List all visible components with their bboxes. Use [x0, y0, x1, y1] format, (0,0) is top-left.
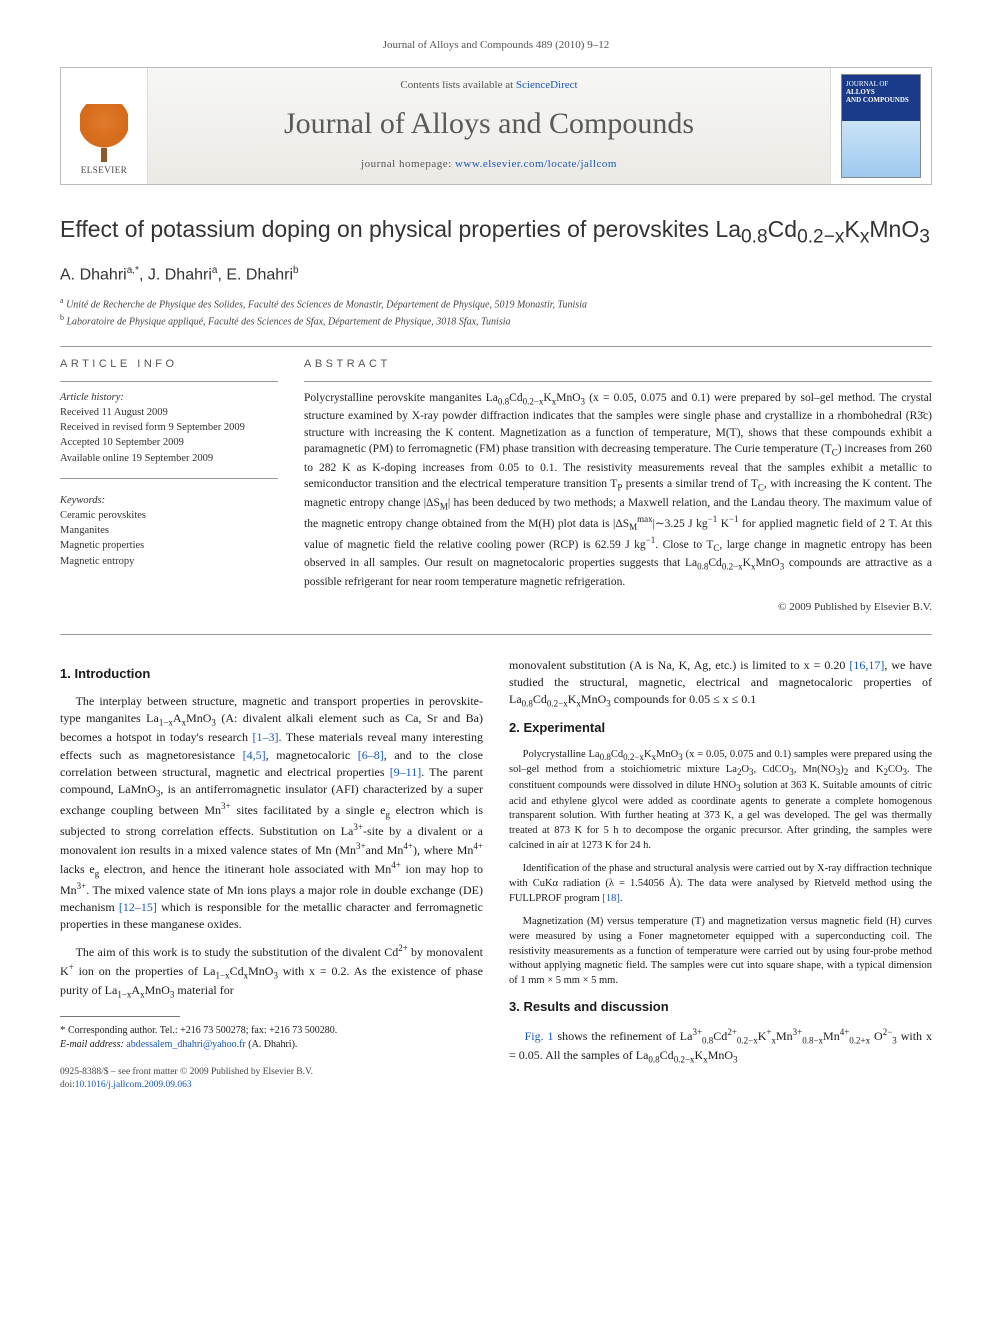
history-item: Received 11 August 2009 — [60, 405, 278, 420]
keyword: Magnetic properties — [60, 538, 278, 553]
homepage-prefix: journal homepage: — [361, 158, 455, 170]
article-history: Article history: Received 11 August 2009… — [60, 390, 278, 569]
article-info-column: ARTICLE INFO Article history: Received 1… — [60, 357, 278, 616]
corresp-suffix: (A. Dhahri). — [246, 1039, 298, 1050]
journal-homepage-line: journal homepage: www.elsevier.com/locat… — [156, 157, 822, 172]
affiliation-a: a Unité de Recherche de Physique des Sol… — [60, 295, 932, 313]
corresponding-author-note: * Corresponding author. Tel.: +216 73 50… — [60, 1023, 483, 1052]
section-heading-results: 3. Results and discussion — [509, 998, 932, 1016]
keywords-head: Keywords: — [60, 493, 278, 508]
contents-line: Contents lists available at ScienceDirec… — [156, 78, 822, 93]
history-head: Article history: — [60, 390, 278, 405]
email-label: E-mail address: — [60, 1039, 126, 1050]
corresp-line: Corresponding author. Tel.: +216 73 5002… — [68, 1025, 337, 1036]
section-heading-introduction: 1. Introduction — [60, 665, 483, 683]
document-footer: 0925-8388/$ – see front matter © 2009 Pu… — [60, 1066, 483, 1093]
homepage-link[interactable]: www.elsevier.com/locate/jallcom — [455, 158, 617, 170]
journal-title: Journal of Alloys and Compounds — [156, 103, 822, 145]
body-paragraph: Magnetization (M) versus temperature (T)… — [509, 915, 932, 988]
history-item: Received in revised form 9 September 200… — [60, 420, 278, 435]
divider — [60, 634, 932, 635]
keyword: Manganites — [60, 523, 278, 538]
contents-prefix: Contents lists available at — [400, 79, 515, 91]
section-heading-experimental: 2. Experimental — [509, 719, 932, 737]
divider — [60, 478, 278, 479]
history-item: Accepted 10 September 2009 — [60, 435, 278, 450]
publisher-logo-block: ELSEVIER — [61, 68, 147, 184]
body-paragraph: monovalent substitution (A is Na, K, Ag,… — [509, 657, 932, 710]
divider — [60, 381, 278, 382]
cover-text-main: ALLOYS AND COMPOUNDS — [846, 89, 916, 104]
corresp-email-link[interactable]: abdessalem_dhahri@yahoo.fr — [126, 1039, 245, 1050]
divider — [304, 381, 932, 382]
abstract-copyright: © 2009 Published by Elsevier B.V. — [304, 600, 932, 615]
article-info-label: ARTICLE INFO — [60, 357, 278, 372]
article-title: Effect of potassium doping on physical p… — [60, 215, 932, 250]
body-two-column: 1. Introduction The interplay between st… — [60, 657, 932, 1093]
divider — [60, 346, 932, 347]
body-paragraph: Identification of the phase and structur… — [509, 862, 932, 906]
sciencedirect-link[interactable]: ScienceDirect — [516, 79, 578, 91]
banner-center: Contents lists available at ScienceDirec… — [147, 68, 831, 184]
footnote-rule — [60, 1016, 180, 1017]
body-paragraph: Polycrystalline La0.8Cd0.2−xKxMnO3 (x = … — [509, 748, 932, 854]
elsevier-logo: ELSEVIER — [70, 98, 138, 176]
abstract-column: ABSTRACT Polycrystalline perovskite mang… — [304, 357, 932, 616]
star-icon: * — [60, 1024, 66, 1036]
journal-cover-thumbnail: JOURNAL OF ALLOYS AND COMPOUNDS — [841, 74, 921, 178]
body-paragraph: The aim of this work is to study the sub… — [60, 942, 483, 1001]
publisher-label: ELSEVIER — [81, 164, 128, 177]
keyword: Ceramic perovskites — [60, 508, 278, 523]
doi-label: doi: — [60, 1080, 75, 1090]
author-list: A. Dhahria,*, J. Dhahria, E. Dhahrib — [60, 264, 932, 287]
doi-link[interactable]: 10.1016/j.jallcom.2009.09.063 — [75, 1080, 192, 1090]
running-head: Journal of Alloys and Compounds 489 (201… — [60, 38, 932, 53]
abstract-text: Polycrystalline perovskite manganites La… — [304, 390, 932, 591]
affiliation-b: b Laboratoire de Physique appliqué, Facu… — [60, 312, 932, 330]
abstract-label: ABSTRACT — [304, 357, 932, 372]
body-paragraph: Fig. 1 shows the refinement of La3+0.8Cd… — [509, 1026, 932, 1066]
front-matter-line: 0925-8388/$ – see front matter © 2009 Pu… — [60, 1066, 483, 1079]
affiliations: a Unité de Recherche de Physique des Sol… — [60, 295, 932, 331]
history-item: Available online 19 September 2009 — [60, 451, 278, 466]
body-paragraph: The interplay between structure, magneti… — [60, 693, 483, 933]
keyword: Magnetic entropy — [60, 554, 278, 569]
cover-thumb-block: JOURNAL OF ALLOYS AND COMPOUNDS — [831, 68, 931, 184]
elsevier-tree-icon — [80, 104, 128, 156]
journal-banner: ELSEVIER Contents lists available at Sci… — [60, 67, 932, 185]
